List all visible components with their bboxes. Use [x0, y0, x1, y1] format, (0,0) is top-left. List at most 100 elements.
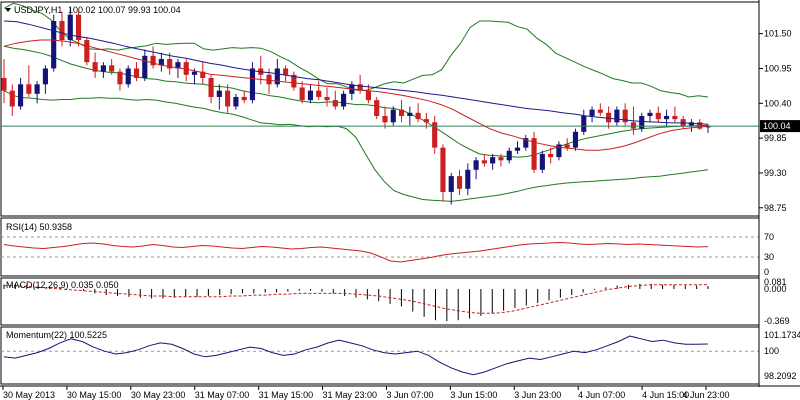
candle-body	[398, 109, 405, 116]
candle-body	[125, 68, 131, 85]
candle-body	[42, 68, 48, 85]
candle-body	[473, 160, 479, 170]
time-tick-label: 31 May 07:00	[195, 390, 250, 400]
candle-body	[84, 39, 90, 63]
candle-body	[59, 20, 65, 40]
candle-body	[407, 112, 413, 116]
candle-body	[341, 93, 347, 107]
chevron-down-icon[interactable]	[5, 8, 11, 12]
candle-body	[614, 109, 620, 123]
price-tick-label: 99.30	[764, 168, 787, 178]
candle-body	[208, 77, 214, 97]
time-tick-label: 30 May 2013	[3, 390, 55, 400]
candle-body	[142, 55, 148, 78]
candle-body	[26, 84, 32, 94]
candle-body	[506, 150, 512, 161]
candle-body	[647, 112, 653, 116]
panel-frame	[0, 326, 760, 385]
candle-body	[200, 71, 206, 78]
candle-body	[548, 153, 554, 158]
rsi-panel: 70 30 0	[1, 232, 774, 277]
rsi-label: RSI(14) 50.9358	[6, 222, 72, 232]
candle-body	[423, 119, 429, 123]
candle-body	[630, 122, 637, 129]
candle-body	[622, 109, 628, 123]
candle-body	[523, 138, 529, 148]
candle-body	[490, 157, 496, 164]
band-middle-line	[3, 45, 708, 158]
candle-body	[75, 14, 82, 40]
candle-body	[606, 112, 612, 123]
candle-body	[332, 100, 338, 107]
candle-body	[456, 176, 463, 189]
price-tick-label: 99.85	[764, 133, 787, 143]
candle-body	[299, 87, 305, 101]
candle-body	[432, 122, 438, 148]
candle-body	[283, 68, 289, 75]
candle-body	[597, 109, 603, 113]
candle-body	[357, 84, 363, 91]
rsi-line	[3, 241, 709, 263]
candle-body	[167, 58, 173, 69]
candle-body	[531, 138, 537, 170]
candle-body	[158, 58, 164, 66]
candle-body	[481, 160, 487, 164]
panel-frame	[0, 1, 760, 217]
candle-body	[307, 90, 314, 101]
time-tick-label: 4 Jun 15:00	[642, 390, 689, 400]
price-tick-label: 100.40	[764, 98, 792, 108]
candle-body	[216, 90, 222, 97]
candle-body	[9, 90, 15, 107]
candle-body	[266, 74, 272, 85]
time-tick-label: 3 Jun 23:00	[514, 390, 561, 400]
time-tick-label: 4 Jun 07:00	[578, 390, 625, 400]
candle-body	[672, 115, 678, 120]
candle-body	[225, 90, 231, 107]
candle-body	[374, 100, 380, 116]
time-tick-label: 31 May 23:00	[323, 390, 378, 400]
candle-body	[639, 115, 645, 129]
candle-body	[150, 55, 156, 66]
candle-body	[365, 90, 371, 101]
moving-average-blue	[3, 20, 709, 125]
time-tick-label: 31 May 15:00	[259, 390, 314, 400]
band-lower-line	[3, 90, 709, 202]
candle-body	[539, 153, 545, 170]
candle-body	[100, 65, 106, 72]
ohlc-header: 100.02 100.07 99.93 100.04	[68, 5, 181, 15]
time-tick-label: 3 Jun 15:00	[450, 390, 497, 400]
candle-body	[241, 96, 247, 101]
momentum-tick-label: 100	[764, 346, 779, 356]
band-upper-line	[3, 2, 709, 98]
candle-body	[564, 144, 570, 148]
candle-body	[655, 112, 661, 120]
bollinger-bands	[3, 2, 709, 202]
candle-body	[390, 109, 396, 123]
candle-body	[133, 68, 140, 78]
momentum-tick-label: 101.1734	[764, 330, 800, 340]
candle-body	[291, 74, 297, 88]
candle-body	[382, 115, 388, 123]
macd-tick-label: 0.081	[764, 277, 787, 287]
rsi-tick-label: 30	[764, 252, 774, 262]
candle-body	[465, 169, 471, 189]
candle-body	[440, 147, 446, 192]
momentum-tick-label: 98.2092	[764, 371, 797, 381]
candle-body	[581, 115, 587, 132]
candle-body	[117, 71, 123, 85]
time-tick-label: 4 Jun 23:00	[682, 390, 729, 400]
time-tick-label: 3 Jun 07:00	[386, 390, 433, 400]
candle-body	[688, 122, 695, 126]
symbol-header: USDJPY,H1	[14, 5, 62, 15]
macd-tick-label: -0.369	[764, 316, 790, 326]
last-price-label: 100.04	[763, 121, 791, 131]
candle-body	[514, 147, 521, 151]
macd-label: MACD(12,26,9) 0.035 0.050	[6, 280, 119, 290]
candle-body	[109, 65, 115, 72]
candle-body	[680, 119, 686, 126]
candle-body	[589, 109, 595, 116]
candle-body	[92, 62, 98, 72]
last-price-tag	[760, 120, 800, 133]
candle-body	[67, 14, 73, 40]
